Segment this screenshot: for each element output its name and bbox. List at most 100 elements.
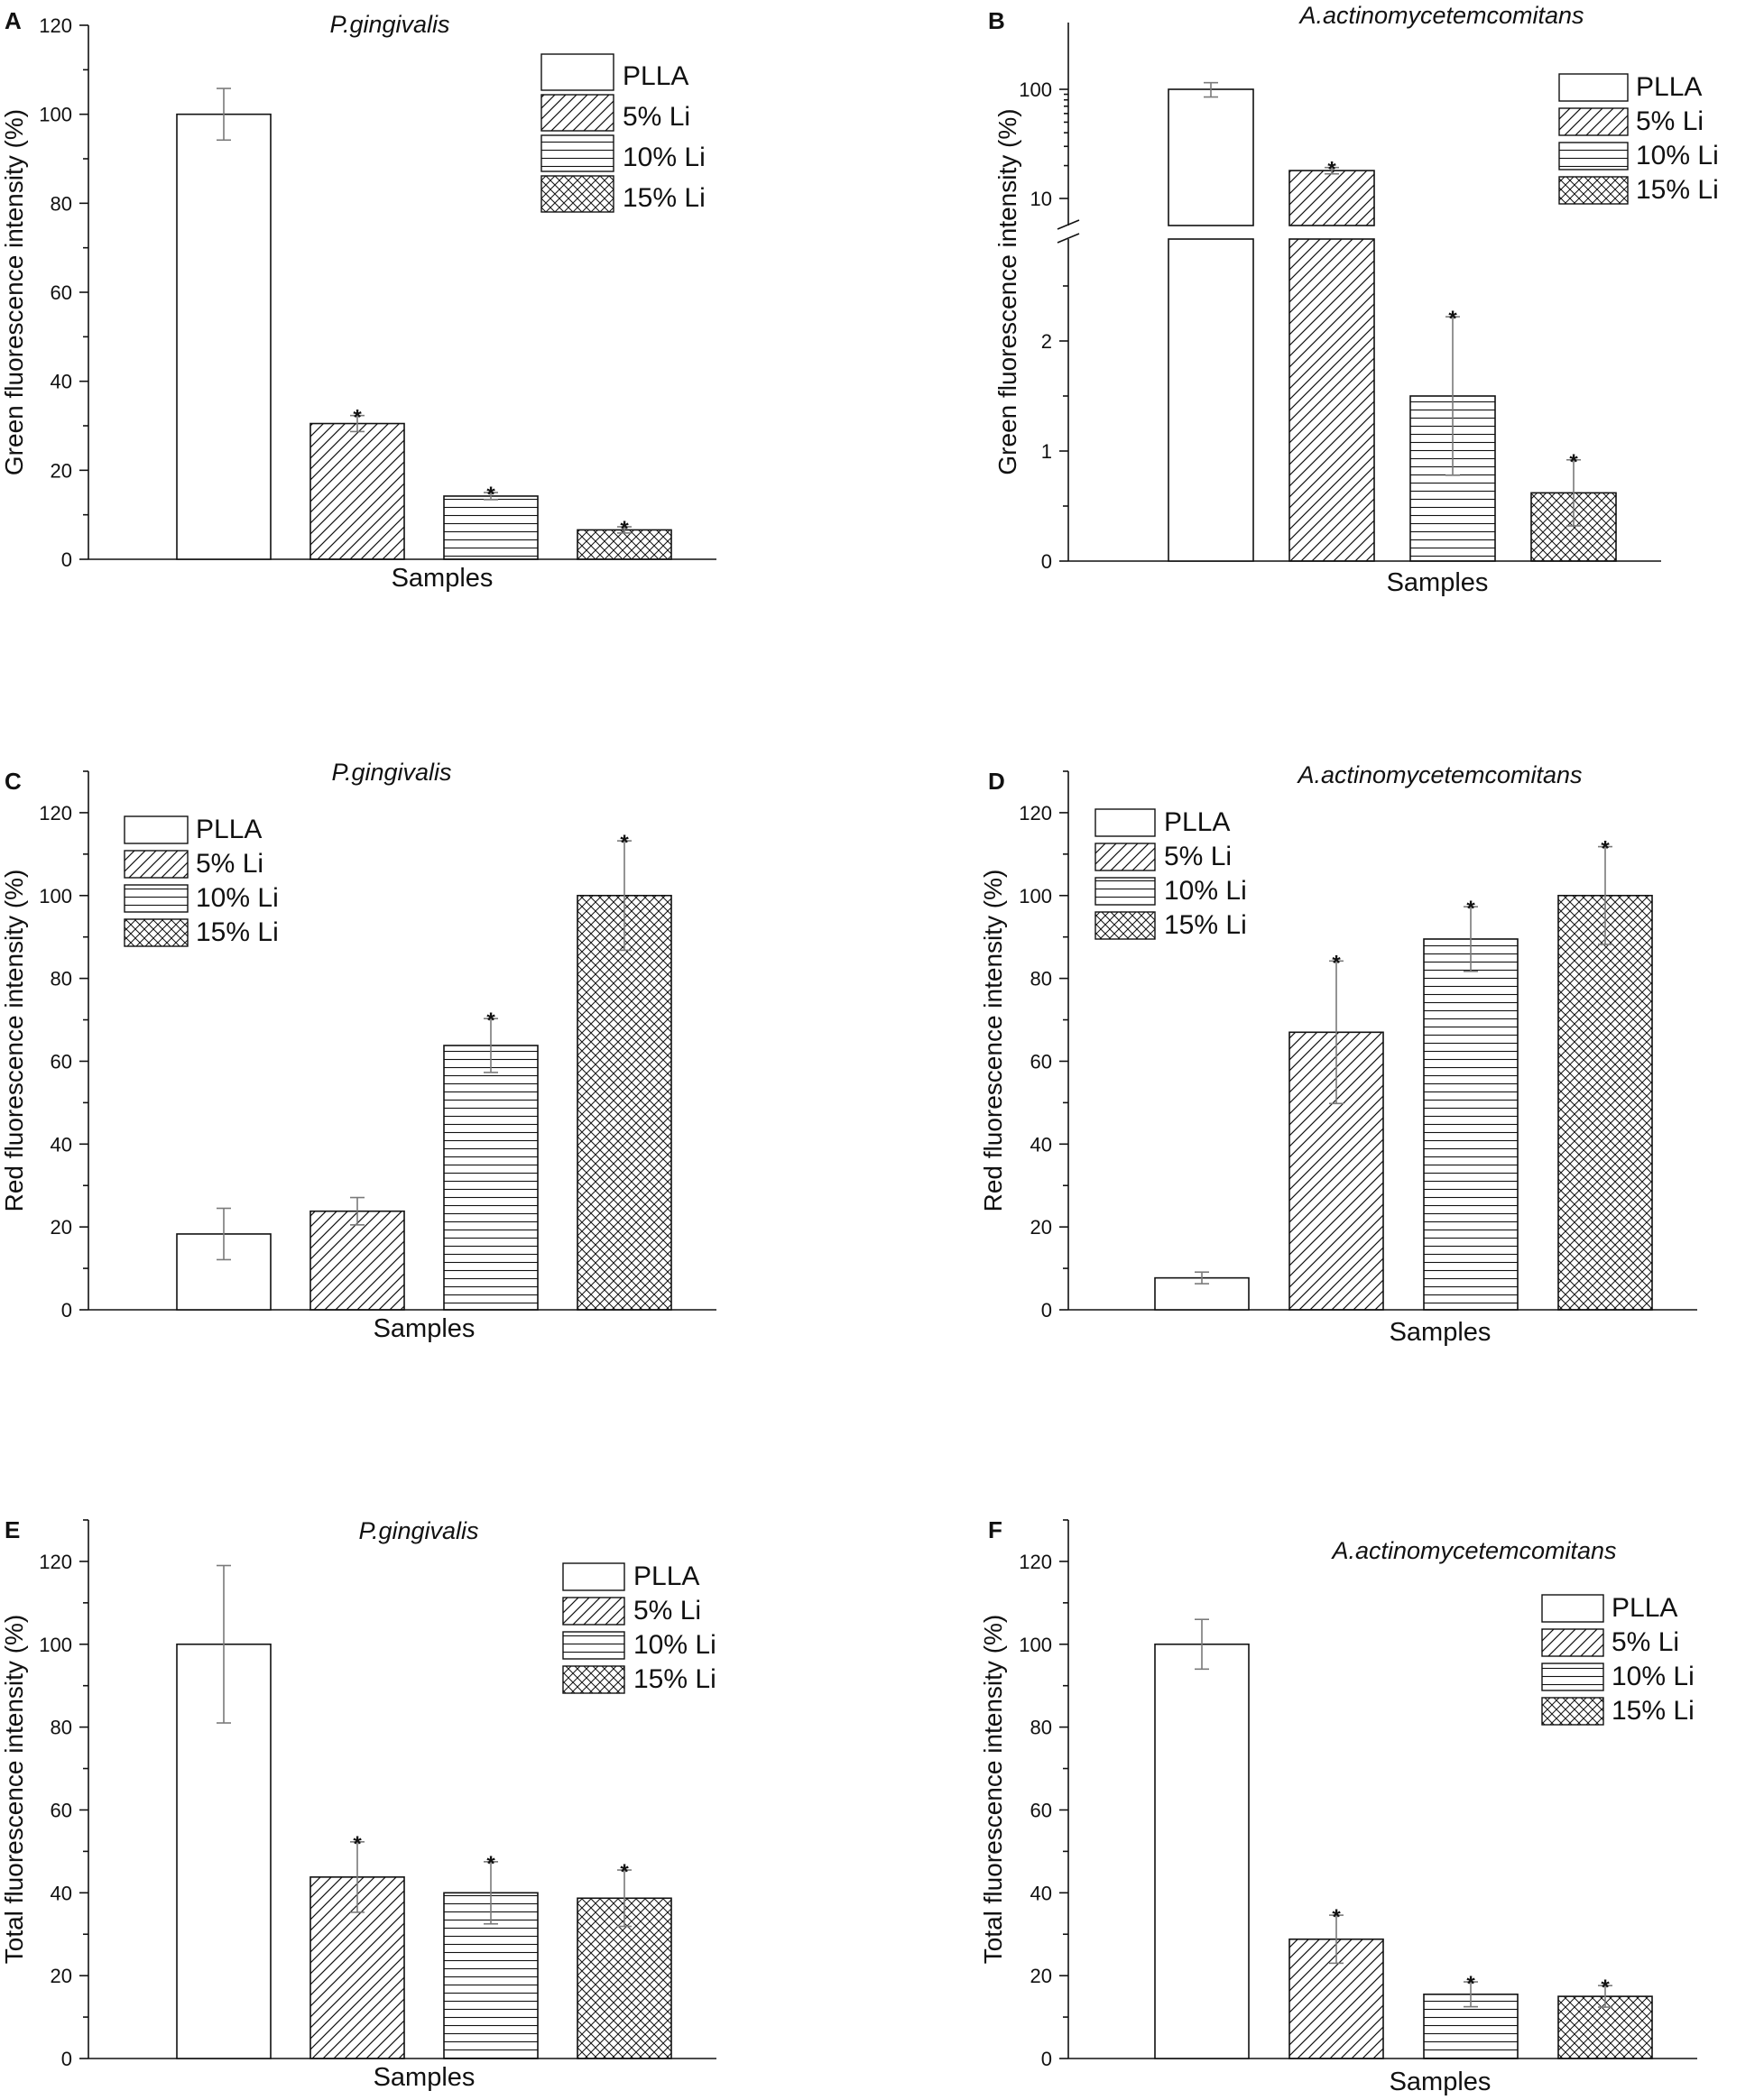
y-axis-label: Red fluorescence intensity (%) [0,870,28,1212]
legend-swatch [1094,911,1156,940]
y-axis-label: Total fluorescence intensity (%) [979,1615,1007,1965]
legend: PLLA 5% Li 10% Li 15% Li [540,53,706,213]
legend: PLLA 5% Li 10% Li 15% Li [562,1561,716,1694]
legend: PLLA 5% Li 10% Li 15% Li [1094,807,1247,940]
y-tick-label: 80 [1030,1717,1052,1739]
chart-title: P.gingivalis [358,1517,478,1544]
bar-plla [1168,88,1254,562]
panel-letter: B [988,7,1005,34]
legend-label: PLLA [1612,1593,1677,1623]
bar-10li [443,1045,539,1311]
y-tick-label: 0 [61,1299,72,1322]
legend-label: 5% Li [196,849,263,879]
legend-swatch [540,134,614,172]
y-tick-label: 80 [1030,968,1052,990]
legend-swatch [1094,843,1156,871]
legend-label: 10% Li [1636,141,1719,170]
legend-label: 15% Li [1636,175,1719,205]
bar-5li [309,422,405,560]
x-axis-label: Samples [374,2063,476,2092]
legend-swatch [562,1597,625,1626]
legend-swatch [1541,1697,1604,1726]
y-tick-label: 100 [1019,1634,1052,1656]
y-axis-label: Total fluorescence intensity (%) [0,1615,28,1965]
chart-panel-a: A P.gingivalis 0 20 40 60 80 100 120 Green fluore… [0,7,716,593]
y-tick-label: 10 [1030,188,1052,210]
y-tick-label: 0 [61,548,72,571]
legend-swatch [1541,1662,1604,1691]
y-tick-label: 60 [1030,1050,1052,1073]
significance-star: * [353,406,362,430]
y-tick-label: 0 [1041,550,1052,573]
panel-letter: A [5,7,22,34]
chart-panel-d: D A.actinomycetemcomitans 0 20 40 60 80 100 120 R… [979,761,1697,1347]
significance-star: * [620,831,629,855]
panel-letter: E [5,1516,20,1543]
legend-label: 10% Li [196,883,279,913]
legend-swatch [1541,1628,1604,1657]
panel-letter: D [988,768,1005,795]
bar-10li [1423,938,1519,1311]
y-tick-label: 60 [1030,1799,1052,1821]
legend-swatch [562,1631,625,1660]
legend-label: PLLA [633,1561,699,1591]
legend-swatch [1558,142,1629,170]
legend-swatch [1094,877,1156,906]
significance-star: * [1601,837,1610,861]
x-axis-label: Samples [1390,2068,1492,2096]
legend-label: 5% Li [1164,842,1232,871]
legend-label: 15% Li [623,183,706,213]
chart-title: P.gingivalis [329,11,449,38]
y-tick-label: 120 [39,1551,72,1573]
legend-label: 15% Li [633,1664,716,1694]
chart-title: P.gingivalis [331,759,451,786]
significance-star: * [486,1009,495,1033]
y-tick-label: 120 [1019,1551,1052,1573]
significance-star: * [1569,450,1578,474]
legend-swatch [540,94,614,132]
significance-star: * [1466,897,1475,921]
y-tick-label: 80 [51,1717,72,1739]
chart-panel-b: B A.actinomycetemcomitans 0 1 2 10 100 Green fl… [988,2,1719,597]
y-tick-label: 40 [51,371,72,393]
significance-star: * [1466,1972,1475,1996]
bar-upper [1288,170,1375,226]
bar-5li [1288,170,1375,562]
y-tick-label: 100 [39,885,72,907]
legend-label: 10% Li [1612,1662,1695,1691]
legend: PLLA 5% Li 10% Li 15% Li [1558,72,1719,205]
significance-star: * [486,1852,495,1876]
y-axis-label: Red fluorescence intensity (%) [979,870,1007,1212]
legend: PLLA 5% Li 10% Li 15% Li [124,815,279,947]
y-tick-label: 20 [1030,1965,1052,1987]
bar-5li [309,1210,405,1311]
y-tick-label: 0 [1041,1299,1052,1322]
legend-label: PLLA [1164,807,1230,837]
y-tick-label: 100 [39,1634,72,1656]
y-tick-label: 20 [51,459,72,482]
legend-swatch [562,1562,625,1591]
y-tick-label: 1 [1041,440,1052,463]
bar-lower [1168,238,1254,562]
x-axis-label: Samples [1390,1318,1492,1347]
axis-break-gap [1050,226,1383,239]
x-axis-label: Samples [1387,568,1489,597]
y-tick-label: 40 [1030,1133,1052,1156]
bar-10li [443,495,539,560]
chart-panel-c: C P.gingivalis 0 20 40 60 80 100 120 Red fluoresc… [0,759,716,1343]
legend-label: 5% Li [623,102,690,132]
significance-star: * [620,1860,629,1884]
bar-plla [1154,1643,1250,2059]
bar-plla [176,113,272,560]
legend-label: 10% Li [1164,876,1247,906]
y-tick-label: 60 [51,281,72,304]
y-tick-label: 100 [1019,885,1052,907]
y-tick-label: 20 [51,1216,72,1239]
chart-panel-f: F A.actinomycetemcomitans 0 20 40 60 80 100 120 T… [979,1516,1697,2096]
y-tick-label: 120 [1019,802,1052,824]
legend-swatch [1558,73,1629,102]
legend-label: PLLA [623,61,688,91]
legend-swatch [540,53,614,91]
y-axis-label: Green fluorescence intensity (%) [993,108,1021,474]
